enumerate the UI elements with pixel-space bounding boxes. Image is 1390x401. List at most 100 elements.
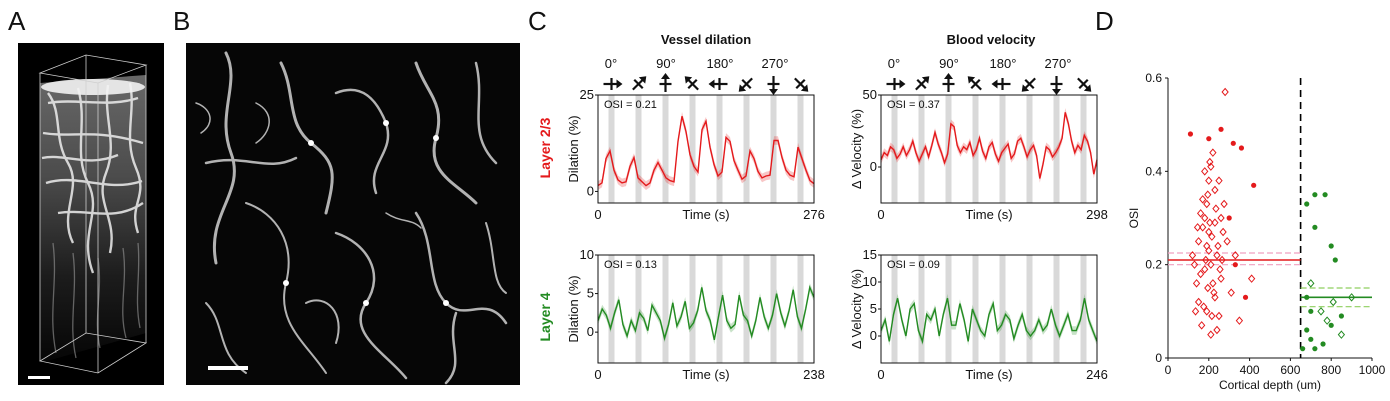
layer23-diamond-point xyxy=(1207,260,1215,269)
series-line xyxy=(880,298,1098,345)
x-tick-label: 0 xyxy=(877,367,884,382)
error-band xyxy=(881,293,1097,346)
layer23-diamond-point xyxy=(1198,321,1206,330)
layer23-dot-point xyxy=(1232,262,1238,268)
plot-dilation-layer4: 0 5 10 0 238 Time (s) Dilation (%) OSI = 0.13 xyxy=(566,247,825,382)
layer4-dot-point xyxy=(1304,294,1310,300)
direction-arrow-icon xyxy=(738,77,753,92)
panel-letter-b: B xyxy=(173,6,191,36)
y-tick-label: 5 xyxy=(870,301,877,316)
layer23-diamond-point xyxy=(1209,148,1217,157)
x-tick-label: 200 xyxy=(1199,363,1219,377)
layer23-diamond-point xyxy=(1199,223,1207,232)
layer4-dot-point xyxy=(1312,224,1318,230)
layer23-diamond-point xyxy=(1204,190,1212,199)
y-tick-label: 10 xyxy=(580,247,594,262)
bounding-box xyxy=(38,54,148,374)
stimulus-bar xyxy=(797,255,804,363)
series-line xyxy=(880,112,1098,179)
layer4-dot-point xyxy=(1312,346,1318,352)
direction-arrow-icon xyxy=(915,76,930,91)
y-axis-label: Δ Velocity (%) xyxy=(849,109,864,189)
panel-letter-d: D xyxy=(1095,6,1114,36)
layer23-diamond-point xyxy=(1208,311,1216,321)
layer23-diamond-point xyxy=(1211,293,1219,302)
direction-label: 270° xyxy=(762,56,789,71)
column-title-velocity: Blood velocity xyxy=(947,32,1037,47)
layer4-diamond-point xyxy=(1337,330,1346,339)
layer23-diamond-point xyxy=(1213,251,1221,260)
stimulus-bar xyxy=(1053,255,1060,363)
vessel-network-image xyxy=(186,43,520,385)
direction-arrow-icon xyxy=(684,76,699,91)
y-tick-label: 0 xyxy=(870,159,877,174)
layer23-dot-point xyxy=(1238,145,1245,151)
layer23-diamond-point xyxy=(1214,241,1222,251)
y-tick-label: 0 xyxy=(587,324,594,339)
series-line xyxy=(597,116,815,187)
layer23-diamond-point xyxy=(1215,311,1223,321)
x-tick-label: 246 xyxy=(1086,367,1108,382)
direction-arrow-icon xyxy=(991,78,1011,90)
layer23-diamond-point xyxy=(1231,251,1239,260)
y-tick-label: 15 xyxy=(863,247,877,262)
direction-arrow-icon xyxy=(886,78,906,90)
x-tick-label: 0 xyxy=(594,207,601,222)
layer4-dot-point xyxy=(1304,327,1310,333)
direction-label: 0° xyxy=(605,56,617,71)
x-axis-label: Time (s) xyxy=(682,367,729,382)
layer23-diamond-point xyxy=(1196,269,1205,279)
layer23-dot-point xyxy=(1251,182,1257,188)
plot-frame xyxy=(597,94,815,204)
panel-d-scatter: 0 0.2 0.4 0.6 0 200 400 600 800 1000 Cortical dept… xyxy=(1127,71,1385,392)
x-tick-label: 0 xyxy=(877,207,884,222)
y-tick-label: 5 xyxy=(587,286,594,301)
direction-arrow-icon xyxy=(942,73,955,92)
direction-arrow-icon xyxy=(708,78,728,90)
direction-label: 180° xyxy=(707,56,734,71)
y-tick-label: 25 xyxy=(580,87,594,102)
stimulus-bar xyxy=(1080,95,1087,203)
layer23-diamond-point xyxy=(1205,227,1213,237)
osi-label: OSI = 0.37 xyxy=(887,99,940,111)
layer23-diamond-point xyxy=(1216,265,1224,274)
direction-arrow-icon xyxy=(1050,76,1063,95)
layer4-dot-point xyxy=(1300,346,1306,352)
vessel-micrograph xyxy=(186,43,520,385)
layer4-diamond-point xyxy=(1317,307,1325,316)
x-axis-label: Time (s) xyxy=(965,207,1012,222)
direction-arrow-icon xyxy=(794,77,809,92)
stimulus-bar xyxy=(999,95,1006,203)
y-tick-label: 0 xyxy=(870,328,877,343)
layer23-dot-point xyxy=(1226,215,1232,221)
layer23-dot-point xyxy=(1230,140,1236,146)
layer4-dot-point xyxy=(1332,257,1338,263)
layer23-diamond-point xyxy=(1211,185,1219,195)
layer23-diamond-point xyxy=(1235,316,1244,325)
direction-arrow-icon xyxy=(1077,77,1092,92)
layer4-diamond-point xyxy=(1329,297,1337,307)
direction-labels-velocity: 0° 90° 180° 270° xyxy=(888,56,1072,71)
direction-label: 270° xyxy=(1045,56,1072,71)
vascular-3d-rendering xyxy=(18,43,164,385)
direction-arrow-icon xyxy=(632,76,647,91)
x-tick-label: 400 xyxy=(1240,363,1260,377)
vascular-3d-image xyxy=(18,43,164,385)
layer4-dot-point xyxy=(1308,336,1314,342)
x-tick-label: 600 xyxy=(1280,363,1300,377)
x-tick-label: 800 xyxy=(1321,363,1341,377)
stimulus-bar xyxy=(635,95,642,203)
layer23-dot-point xyxy=(1242,294,1249,300)
scale-bar xyxy=(28,376,50,379)
direction-label: 90° xyxy=(656,56,676,71)
layer23-diamond-point xyxy=(1208,232,1216,241)
osi-label: OSI = 0.09 xyxy=(887,259,940,271)
direction-label: 0° xyxy=(888,56,900,71)
layer23-diamond-point xyxy=(1206,157,1214,167)
layer23-diamond-point xyxy=(1201,213,1209,223)
x-tick-label: 298 xyxy=(1086,207,1108,222)
direction-arrow-icon xyxy=(1021,77,1036,92)
x-axis-label: Time (s) xyxy=(965,367,1012,382)
plot-velocity-layer4: 0 5 10 15 0 246 Time (s) Δ Velocity (%) OSI = 0.… xyxy=(849,247,1108,382)
stimulus-bar xyxy=(689,95,696,203)
